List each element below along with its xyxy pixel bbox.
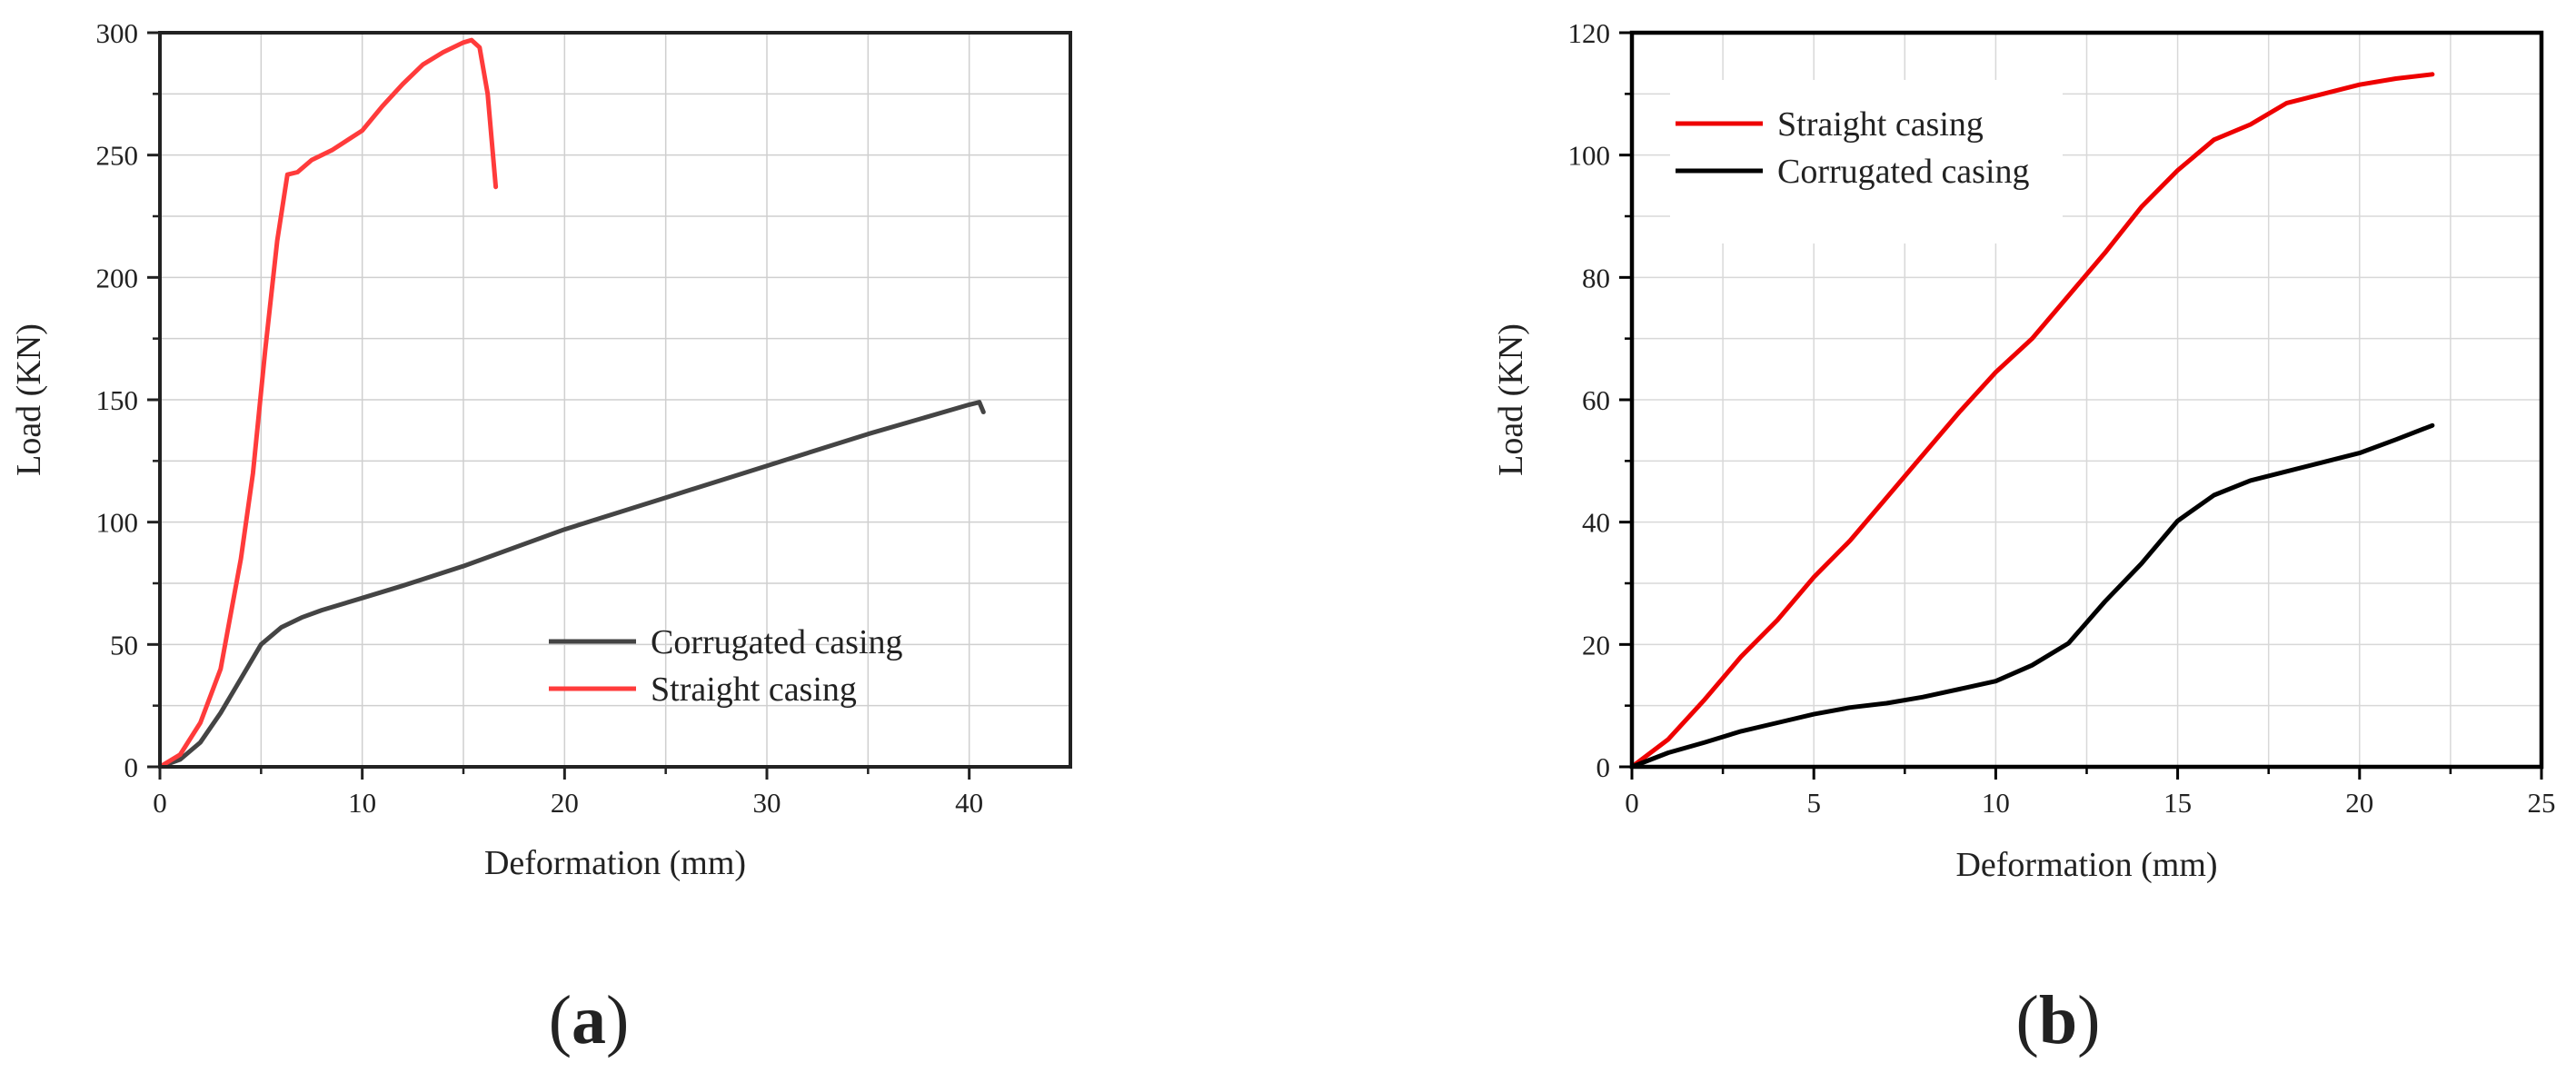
legend-background [1670,80,2063,243]
series-line-straight-casing [1629,72,2435,770]
legend-label: Corrugated casing [1777,153,2030,191]
x-tick-label: 30 [753,787,781,819]
legend-label: Corrugated casing [651,623,903,661]
x-tick-label: 40 [955,787,983,819]
chart-panel-b: 0 5 10 15 20 25 0 20 40 60 80 100 120 Deformation (mm… [1492,17,2556,1058]
panel-label-paren: ( [549,982,572,1058]
y-axis-title: Load (KN) [1492,323,1530,476]
chart-panel-a: 0 10 20 30 40 0 50 100 150 200 250 300 Deformation (… [10,17,1072,1058]
y-axis-title: Load (KN) [10,323,48,476]
series-line-straight-casing [157,37,499,770]
y-tick-label: 40 [1582,507,1610,539]
y-tick-label: 0 [124,751,139,783]
legend-label: Straight casing [1777,105,1984,144]
y-tick-label: 150 [96,384,139,416]
y-tick-label: 60 [1582,384,1610,416]
panel-label: (a) [549,982,630,1058]
series-line-corrugated-casing [157,400,986,770]
x-tick-label: 0 [1625,787,1639,819]
x-axis-title: Deformation (mm) [1955,846,2217,884]
y-tick-label: 120 [1568,17,1611,49]
x-tick-label: 10 [348,787,376,819]
panel-label-letter: a [572,982,606,1058]
y-tick-label: 0 [1596,751,1611,783]
panel-label-paren: ( [2016,982,2039,1058]
y-tick-label: 200 [96,262,139,293]
y-tick-label: 50 [110,629,138,661]
panel-label: (b) [2016,982,2101,1058]
y-tick-label: 300 [96,17,139,49]
y-tick-label: 250 [96,140,139,172]
legend-label: Straight casing [651,671,857,709]
x-tick-label: 15 [2163,787,2192,819]
y-tick-label: 100 [96,507,139,539]
y-tick-label: 80 [1582,262,1610,293]
panel-label-letter: b [2039,982,2077,1058]
x-tick-label: 20 [551,787,579,819]
series-line-corrugated-casing [1629,422,2435,770]
x-tick-label: 25 [2528,787,2556,819]
x-tick-label: 0 [153,787,167,819]
panel-label-paren: ) [2077,982,2100,1058]
x-tick-label: 10 [1982,787,2010,819]
y-tick-label: 100 [1568,140,1611,172]
y-tick-label: 20 [1582,629,1610,661]
panel-label-paren: ) [606,982,629,1058]
x-tick-label: 5 [1806,787,1821,819]
x-tick-label: 20 [2345,787,2373,819]
x-axis-title: Deformation (mm) [484,844,746,882]
